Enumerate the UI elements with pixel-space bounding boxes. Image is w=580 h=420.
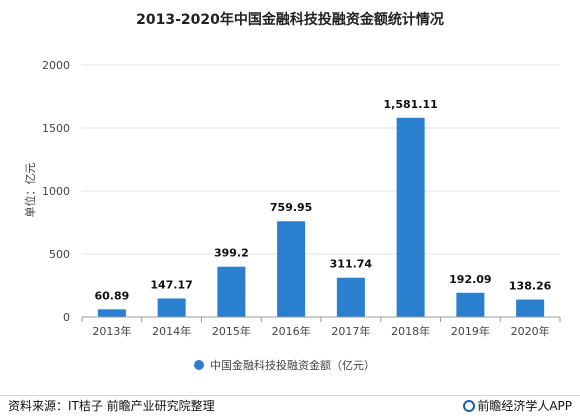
bar	[97, 309, 126, 317]
data-label: 1,581.11	[383, 98, 437, 111]
y-axis-ticks: 0 500 1000 1500 2000	[42, 59, 70, 324]
x-tick-label: 2015年	[212, 324, 251, 338]
x-tick-label: 2016年	[272, 324, 311, 338]
bar	[396, 117, 425, 317]
legend: 中国金融科技投融资金额（亿元）	[194, 358, 375, 372]
footer-divider	[0, 395, 580, 396]
data-label: 192.09	[449, 273, 491, 286]
bars	[97, 117, 545, 317]
x-tick-label: 2020年	[511, 324, 550, 338]
bar	[157, 298, 186, 317]
data-label: 147.17	[150, 278, 192, 291]
data-label: 138.26	[509, 280, 552, 293]
source-note: 资料来源：IT桔子 前瞻产业研究院整理	[8, 399, 215, 413]
data-label: 60.89	[94, 289, 129, 302]
bar	[516, 299, 545, 317]
x-tick-label: 2019年	[451, 324, 490, 338]
brand-label: 前瞻经济学人APP	[477, 399, 572, 413]
brand-note: 前瞻经济学人APP	[463, 397, 572, 414]
y-axis-label: 单位：亿元	[23, 163, 37, 218]
data-label: 311.74	[330, 258, 373, 271]
y-tick-label: 0	[63, 311, 70, 324]
bar	[456, 292, 485, 317]
chart-title: 2013-2020年中国金融科技投融资金额统计情况	[136, 11, 444, 28]
x-tick-label: 2013年	[92, 324, 131, 338]
y-tick-label: 500	[49, 248, 70, 261]
legend-label: 中国金融科技投融资金额（亿元）	[210, 358, 375, 372]
data-labels: 60.89 147.17 399.2 759.95 311.74 1,581.11 192.…	[94, 98, 551, 303]
bar	[217, 266, 246, 317]
x-axis-ticks: 2013年 2014年 2015年 2016年 2017年 2018年 2019年 2020年	[81, 317, 561, 338]
x-tick-label: 2017年	[331, 324, 370, 338]
brand-logo-icon	[463, 400, 476, 412]
grid-lines	[82, 64, 560, 255]
y-tick-label: 1000	[42, 185, 70, 198]
bar	[336, 277, 365, 317]
x-tick-label: 2018年	[391, 324, 430, 338]
y-tick-label: 2000	[42, 59, 70, 72]
x-tick-label: 2014年	[152, 324, 191, 338]
legend-marker	[194, 360, 204, 370]
y-tick-label: 1500	[42, 122, 70, 135]
bar	[277, 221, 306, 317]
data-label: 759.95	[270, 201, 312, 214]
data-label: 399.2	[214, 247, 249, 260]
